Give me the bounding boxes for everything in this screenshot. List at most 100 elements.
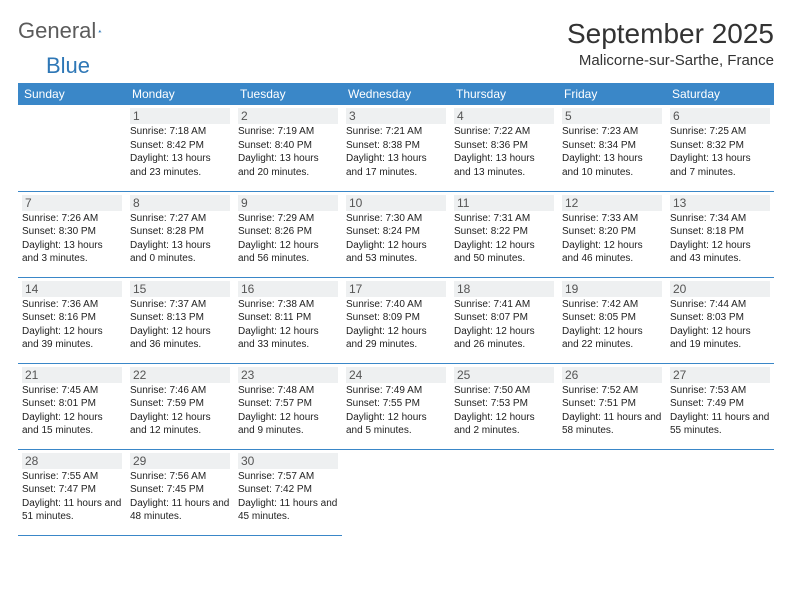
day-info: Sunrise: 7:53 AMSunset: 7:49 PMDaylight:… [670, 384, 770, 438]
weekday-header: Tuesday [234, 83, 342, 105]
day-number: 1 [130, 108, 230, 124]
calendar-row: 28Sunrise: 7:55 AMSunset: 7:47 PMDayligh… [18, 449, 774, 535]
calendar-cell: 15Sunrise: 7:37 AMSunset: 8:13 PMDayligh… [126, 277, 234, 363]
day-number: 4 [454, 108, 554, 124]
day-number: 7 [22, 195, 122, 211]
calendar-cell: 20Sunrise: 7:44 AMSunset: 8:03 PMDayligh… [666, 277, 774, 363]
calendar-cell: 6Sunrise: 7:25 AMSunset: 8:32 PMDaylight… [666, 105, 774, 191]
calendar-row: 7Sunrise: 7:26 AMSunset: 8:30 PMDaylight… [18, 191, 774, 277]
day-info: Sunrise: 7:21 AMSunset: 8:38 PMDaylight:… [346, 125, 446, 179]
logo: General [18, 18, 122, 44]
day-number: 14 [22, 281, 122, 297]
weekday-header: Wednesday [342, 83, 450, 105]
calendar-cell: 8Sunrise: 7:27 AMSunset: 8:28 PMDaylight… [126, 191, 234, 277]
calendar-cell: 12Sunrise: 7:33 AMSunset: 8:20 PMDayligh… [558, 191, 666, 277]
calendar-cell [18, 105, 126, 191]
calendar-cell: 10Sunrise: 7:30 AMSunset: 8:24 PMDayligh… [342, 191, 450, 277]
day-number: 29 [130, 453, 230, 469]
calendar-cell: 16Sunrise: 7:38 AMSunset: 8:11 PMDayligh… [234, 277, 342, 363]
day-info: Sunrise: 7:27 AMSunset: 8:28 PMDaylight:… [130, 212, 230, 266]
day-number: 2 [238, 108, 338, 124]
day-info: Sunrise: 7:33 AMSunset: 8:20 PMDaylight:… [562, 212, 662, 266]
day-number: 16 [238, 281, 338, 297]
calendar-cell: 30Sunrise: 7:57 AMSunset: 7:42 PMDayligh… [234, 449, 342, 535]
weekday-header: Monday [126, 83, 234, 105]
calendar-cell: 27Sunrise: 7:53 AMSunset: 7:49 PMDayligh… [666, 363, 774, 449]
day-number: 13 [670, 195, 770, 211]
day-info: Sunrise: 7:37 AMSunset: 8:13 PMDaylight:… [130, 298, 230, 352]
calendar-row: 21Sunrise: 7:45 AMSunset: 8:01 PMDayligh… [18, 363, 774, 449]
weekday-header: Friday [558, 83, 666, 105]
day-info: Sunrise: 7:49 AMSunset: 7:55 PMDaylight:… [346, 384, 446, 438]
location: Malicorne-sur-Sarthe, France [567, 52, 774, 69]
day-info: Sunrise: 7:44 AMSunset: 8:03 PMDaylight:… [670, 298, 770, 352]
day-number: 3 [346, 108, 446, 124]
calendar-cell: 24Sunrise: 7:49 AMSunset: 7:55 PMDayligh… [342, 363, 450, 449]
day-info: Sunrise: 7:57 AMSunset: 7:42 PMDaylight:… [238, 470, 338, 524]
day-number: 12 [562, 195, 662, 211]
calendar-cell: 4Sunrise: 7:22 AMSunset: 8:36 PMDaylight… [450, 105, 558, 191]
day-info: Sunrise: 7:22 AMSunset: 8:36 PMDaylight:… [454, 125, 554, 179]
calendar-cell: 7Sunrise: 7:26 AMSunset: 8:30 PMDaylight… [18, 191, 126, 277]
calendar-cell: 11Sunrise: 7:31 AMSunset: 8:22 PMDayligh… [450, 191, 558, 277]
day-info: Sunrise: 7:26 AMSunset: 8:30 PMDaylight:… [22, 212, 122, 266]
calendar-cell: 1Sunrise: 7:18 AMSunset: 8:42 PMDaylight… [126, 105, 234, 191]
calendar-cell: 17Sunrise: 7:40 AMSunset: 8:09 PMDayligh… [342, 277, 450, 363]
day-info: Sunrise: 7:52 AMSunset: 7:51 PMDaylight:… [562, 384, 662, 438]
day-number: 15 [130, 281, 230, 297]
day-number: 24 [346, 367, 446, 383]
calendar-cell: 5Sunrise: 7:23 AMSunset: 8:34 PMDaylight… [558, 105, 666, 191]
month-title: September 2025 [567, 18, 774, 50]
weekday-header: Saturday [666, 83, 774, 105]
logo-sail-icon [98, 21, 102, 41]
calendar-cell: 28Sunrise: 7:55 AMSunset: 7:47 PMDayligh… [18, 449, 126, 535]
weekday-header-row: SundayMondayTuesdayWednesdayThursdayFrid… [18, 83, 774, 105]
day-info: Sunrise: 7:25 AMSunset: 8:32 PMDaylight:… [670, 125, 770, 179]
calendar-cell: 21Sunrise: 7:45 AMSunset: 8:01 PMDayligh… [18, 363, 126, 449]
day-info: Sunrise: 7:56 AMSunset: 7:45 PMDaylight:… [130, 470, 230, 524]
logo-word-1: General [18, 18, 96, 44]
calendar-cell: 9Sunrise: 7:29 AMSunset: 8:26 PMDaylight… [234, 191, 342, 277]
calendar-cell: 13Sunrise: 7:34 AMSunset: 8:18 PMDayligh… [666, 191, 774, 277]
calendar-row: 1Sunrise: 7:18 AMSunset: 8:42 PMDaylight… [18, 105, 774, 191]
day-info: Sunrise: 7:34 AMSunset: 8:18 PMDaylight:… [670, 212, 770, 266]
day-number: 8 [130, 195, 230, 211]
day-number: 19 [562, 281, 662, 297]
day-number: 22 [130, 367, 230, 383]
day-info: Sunrise: 7:23 AMSunset: 8:34 PMDaylight:… [562, 125, 662, 179]
calendar-cell: 22Sunrise: 7:46 AMSunset: 7:59 PMDayligh… [126, 363, 234, 449]
calendar-cell: 29Sunrise: 7:56 AMSunset: 7:45 PMDayligh… [126, 449, 234, 535]
calendar-cell: 3Sunrise: 7:21 AMSunset: 8:38 PMDaylight… [342, 105, 450, 191]
calendar-cell: 18Sunrise: 7:41 AMSunset: 8:07 PMDayligh… [450, 277, 558, 363]
day-number: 17 [346, 281, 446, 297]
day-info: Sunrise: 7:29 AMSunset: 8:26 PMDaylight:… [238, 212, 338, 266]
day-number: 20 [670, 281, 770, 297]
day-number: 9 [238, 195, 338, 211]
day-number: 30 [238, 453, 338, 469]
day-info: Sunrise: 7:18 AMSunset: 8:42 PMDaylight:… [130, 125, 230, 179]
day-number: 26 [562, 367, 662, 383]
calendar-cell [558, 449, 666, 535]
calendar-body: 1Sunrise: 7:18 AMSunset: 8:42 PMDaylight… [18, 105, 774, 535]
calendar-cell [450, 449, 558, 535]
day-info: Sunrise: 7:19 AMSunset: 8:40 PMDaylight:… [238, 125, 338, 179]
calendar-cell [342, 449, 450, 535]
day-number: 27 [670, 367, 770, 383]
day-number: 10 [346, 195, 446, 211]
day-number: 25 [454, 367, 554, 383]
day-info: Sunrise: 7:46 AMSunset: 7:59 PMDaylight:… [130, 384, 230, 438]
calendar-cell: 19Sunrise: 7:42 AMSunset: 8:05 PMDayligh… [558, 277, 666, 363]
day-info: Sunrise: 7:48 AMSunset: 7:57 PMDaylight:… [238, 384, 338, 438]
day-info: Sunrise: 7:30 AMSunset: 8:24 PMDaylight:… [346, 212, 446, 266]
logo-word-2: Blue [46, 53, 90, 79]
calendar-cell: 23Sunrise: 7:48 AMSunset: 7:57 PMDayligh… [234, 363, 342, 449]
calendar-cell: 26Sunrise: 7:52 AMSunset: 7:51 PMDayligh… [558, 363, 666, 449]
day-info: Sunrise: 7:55 AMSunset: 7:47 PMDaylight:… [22, 470, 122, 524]
day-number: 11 [454, 195, 554, 211]
calendar-cell: 25Sunrise: 7:50 AMSunset: 7:53 PMDayligh… [450, 363, 558, 449]
day-info: Sunrise: 7:42 AMSunset: 8:05 PMDaylight:… [562, 298, 662, 352]
weekday-header: Thursday [450, 83, 558, 105]
day-number: 28 [22, 453, 122, 469]
calendar-cell [666, 449, 774, 535]
day-info: Sunrise: 7:31 AMSunset: 8:22 PMDaylight:… [454, 212, 554, 266]
